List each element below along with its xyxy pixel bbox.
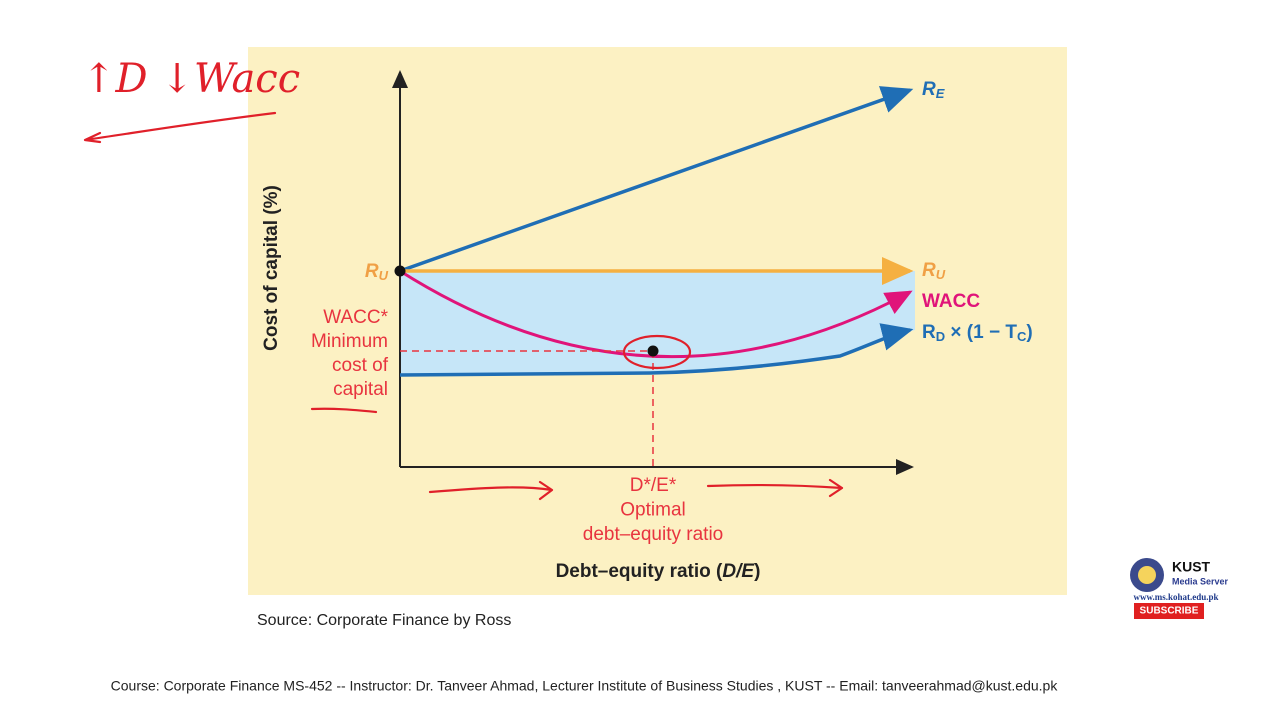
annotation-line: WACC*: [323, 307, 388, 328]
label-part: ): [1026, 322, 1032, 343]
label-part: D/E: [722, 561, 755, 582]
logo-url: www.ms.kohat.edu.pk: [1133, 592, 1218, 602]
logo: KUST Media Server www.ms.kohat.edu.pk SU…: [1130, 558, 1229, 619]
label-part: U: [379, 268, 389, 283]
handwritten-note: ↑D ↓Wacc: [82, 56, 300, 102]
label-part: Debt–equity ratio (: [556, 561, 723, 582]
hand-arrow: [706, 478, 844, 498]
annotation-line: debt–equity ratio: [583, 524, 724, 545]
label-part: E: [936, 86, 945, 101]
y-axis-title: Cost of capital (%): [261, 185, 282, 351]
wacc-label: WACC: [922, 291, 980, 312]
label-part: R: [922, 79, 936, 100]
re-label: RE: [922, 79, 945, 101]
hand-circle: [622, 334, 692, 370]
subscribe-label[interactable]: SUBSCRIBE: [1140, 606, 1199, 617]
label-part: U: [936, 267, 946, 282]
rd-label: RD × (1 − TC): [922, 322, 1033, 344]
hand-underline: [310, 407, 378, 414]
source: Source: Corporate Finance by Ross: [257, 612, 511, 629]
x-axis-title: Debt–equity ratio (D/E): [556, 561, 761, 582]
annotation-line: cost of: [332, 355, 389, 376]
label-part: R: [922, 260, 936, 281]
annotation-line: capital: [333, 379, 388, 400]
label-part: ): [754, 561, 760, 582]
ru-label: RU: [922, 260, 946, 282]
label-part: R: [365, 261, 379, 282]
origin-point: [394, 265, 406, 277]
annotation-line: D*/E*: [630, 475, 677, 496]
label-part: × (1 − T: [945, 322, 1017, 343]
origin-label: RU: [365, 261, 389, 283]
logo-name: KUST: [1172, 559, 1211, 575]
logo-subtitle: Media Server: [1172, 576, 1229, 586]
label-part: C: [1017, 329, 1027, 344]
minimum-point: [647, 345, 659, 357]
subscribe-button[interactable]: [1134, 603, 1204, 619]
logo-emblem-center: [1138, 566, 1156, 584]
re-line: [399, 86, 914, 273]
annotation-line: Optimal: [620, 500, 685, 521]
label-part: D: [936, 329, 945, 344]
annotation-line: Minimum: [311, 331, 388, 352]
minimum-label: WACC* Minimum cost of capital: [311, 307, 389, 400]
rd-line: [399, 323, 914, 377]
footer: Course: Corporate Finance MS-452 -- Inst…: [111, 678, 1059, 694]
hand-arrow: [83, 111, 277, 144]
tax-shield-area: [400, 271, 915, 375]
label-part: R: [922, 322, 936, 343]
hand-arrow: [428, 480, 554, 501]
optimum-label: D*/E* Optimal debt–equity ratio: [583, 475, 724, 545]
